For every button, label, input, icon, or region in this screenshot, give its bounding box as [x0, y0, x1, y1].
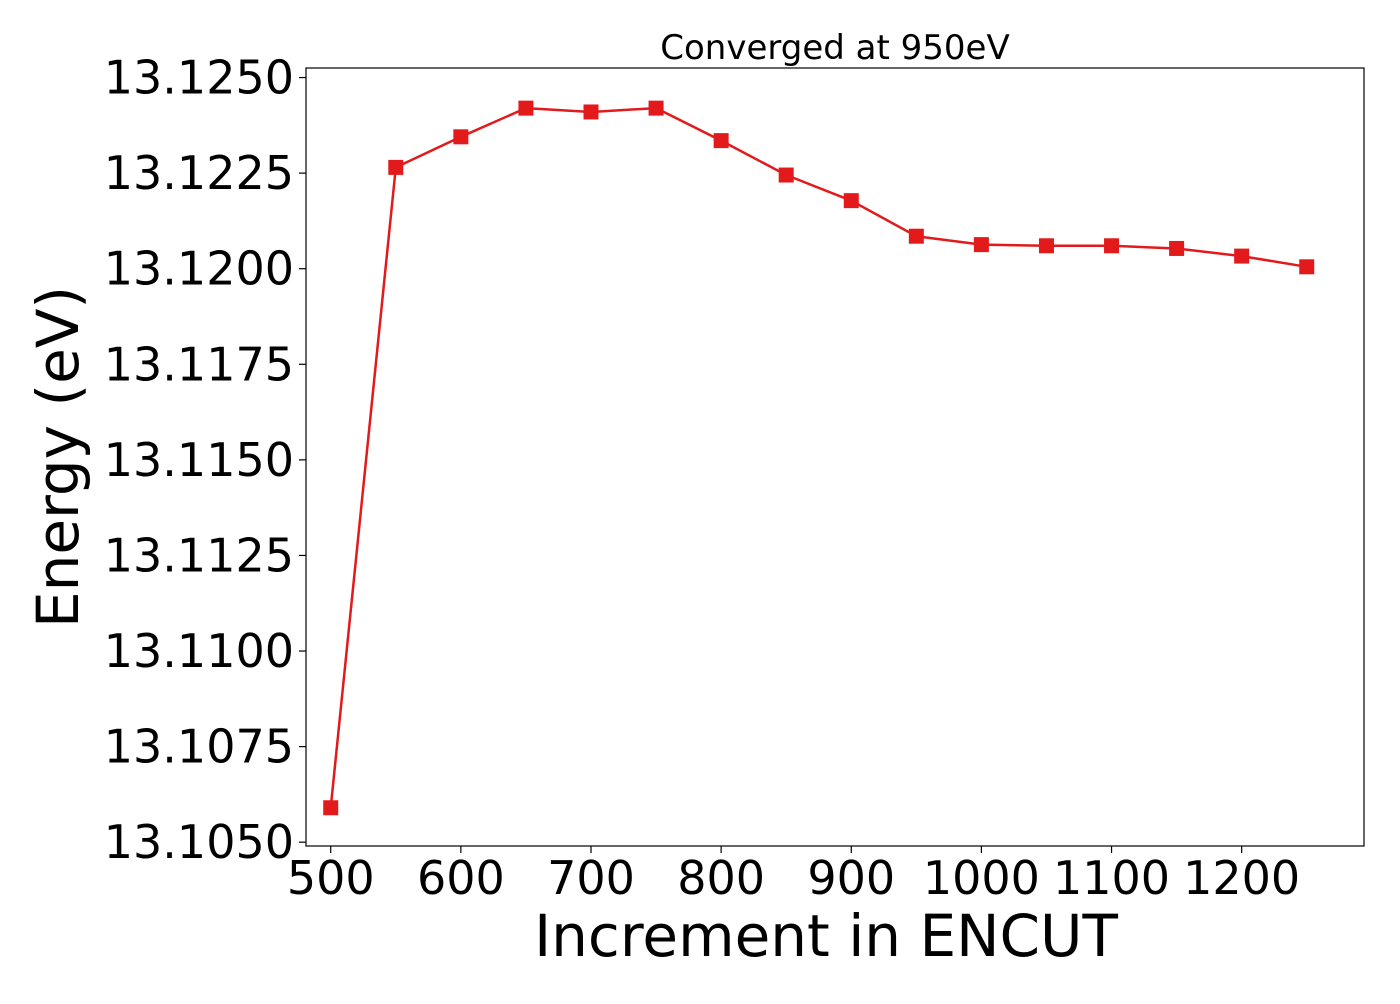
y-tick-label: 13.1125 — [104, 528, 294, 582]
data-point-marker — [973, 237, 989, 253]
data-point-marker — [1104, 238, 1120, 254]
x-tick-label: 800 — [677, 851, 765, 905]
data-point-marker — [648, 100, 664, 116]
x-tick-label: 600 — [417, 851, 505, 905]
data-point-marker — [1169, 240, 1185, 256]
chart-title: Converged at 950eV — [660, 28, 1009, 68]
x-axis: 500 600 700 800 900 1000 1100 1200 — [287, 846, 1300, 905]
x-tick-label: 1000 — [923, 851, 1040, 905]
data-point-marker — [778, 167, 794, 183]
data-point-marker — [583, 104, 599, 120]
data-point-marker — [1299, 259, 1315, 275]
data-point-marker — [843, 193, 859, 209]
y-tick-label: 13.1175 — [104, 337, 294, 391]
data-point-marker — [518, 100, 534, 116]
x-axis-label: Increment in ENCUT — [534, 902, 1118, 970]
y-tick-label: 13.1225 — [104, 146, 294, 200]
data-point-marker — [713, 133, 729, 149]
data-point-marker — [453, 129, 469, 145]
y-tick-label: 13.1050 — [104, 815, 294, 869]
y-tick-label: 13.1075 — [104, 720, 294, 774]
data-point-marker — [1234, 248, 1250, 264]
y-axis-label: Energy (eV) — [24, 286, 92, 628]
y-tick-label: 13.1200 — [104, 242, 294, 296]
x-tick-label: 500 — [287, 851, 375, 905]
data-point-marker — [388, 159, 404, 175]
series-line — [329, 106, 1307, 808]
x-tick-label: 900 — [807, 851, 895, 905]
data-point-marker — [323, 800, 339, 816]
x-tick-label: 1100 — [1053, 851, 1170, 905]
y-tick-label: 13.1150 — [104, 433, 294, 487]
y-tick-label: 13.1250 — [104, 51, 294, 105]
x-tick-label: 1200 — [1183, 851, 1300, 905]
data-point-marker — [908, 228, 924, 244]
x-tick-label: 700 — [547, 851, 635, 905]
plot-area-frame — [305, 67, 1365, 847]
data-point-marker — [1038, 238, 1054, 254]
series-layer — [323, 100, 1315, 816]
y-tick-label: 13.1100 — [104, 624, 294, 678]
y-axis: 13.1050 13.1075 13.1100 13.1125 13.1150 13.11… — [104, 51, 306, 869]
